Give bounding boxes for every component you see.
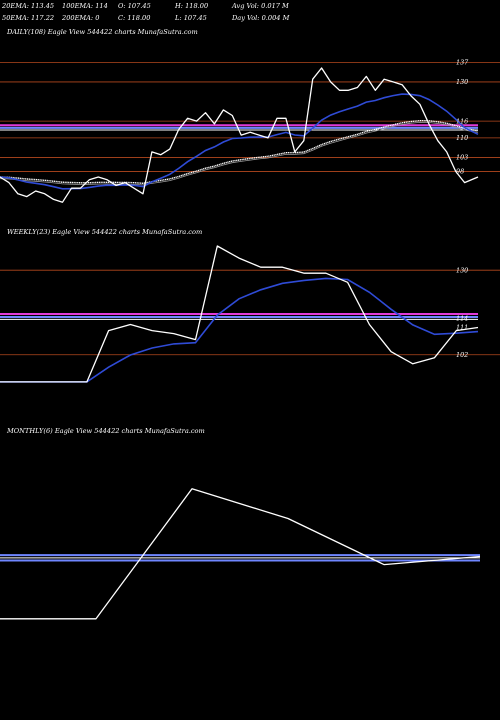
y-tick-label: 137 xyxy=(456,59,469,67)
header-high: H: 118.00 xyxy=(174,2,208,10)
header-open: O: 107.45 xyxy=(118,2,151,10)
y-tick-label: 130 xyxy=(456,266,468,274)
header-close: C: 118.00 xyxy=(118,14,150,22)
weekly-panel-title: WEEKLY(23) Eagle View 544422 charts Muna… xyxy=(7,228,202,236)
ema-slow-shadow-line xyxy=(0,121,479,186)
daily-panel: 137 130 116 110 103 98 xyxy=(0,59,500,203)
header-ema20: 20EMA: 113.45 xyxy=(1,2,54,10)
monthly-panel xyxy=(0,488,481,620)
y-tick-label: 103 xyxy=(456,154,468,162)
header-ema100: 100EMA: 114 xyxy=(62,2,108,10)
y-tick-label: 114 xyxy=(456,315,468,323)
y-tick-label: 130 xyxy=(456,78,468,86)
header-low: L: 107.45 xyxy=(174,14,207,22)
y-tick-label: 98 xyxy=(456,168,464,176)
daily-panel-title: DAILY(108) Eagle View 544422 charts Muna… xyxy=(6,28,198,36)
header-avg-vol: Avg Vol: 0.017 M xyxy=(231,2,289,10)
y-tick-label: 111 xyxy=(456,324,468,332)
price-line xyxy=(0,67,479,203)
header-ema50: 50EMA: 117.22 xyxy=(2,14,54,22)
y-tick-label: 116 xyxy=(456,117,468,125)
monthly-panel-title: MONTHLY(6) Eagle View 544422 charts Muna… xyxy=(6,427,205,435)
y-tick-label: 110 xyxy=(456,134,468,142)
indicator-header: 20EMA: 113.45 100EMA: 114 O: 107.45 H: 1… xyxy=(1,2,290,22)
header-ema200: 200EMA: 0 xyxy=(61,14,99,22)
ema-slow-line xyxy=(0,119,479,185)
price-line xyxy=(0,245,479,383)
price-line xyxy=(0,488,481,620)
y-tick-label: 102 xyxy=(456,351,468,359)
header-day-vol: Day Vol: 0.004 M xyxy=(231,14,290,22)
